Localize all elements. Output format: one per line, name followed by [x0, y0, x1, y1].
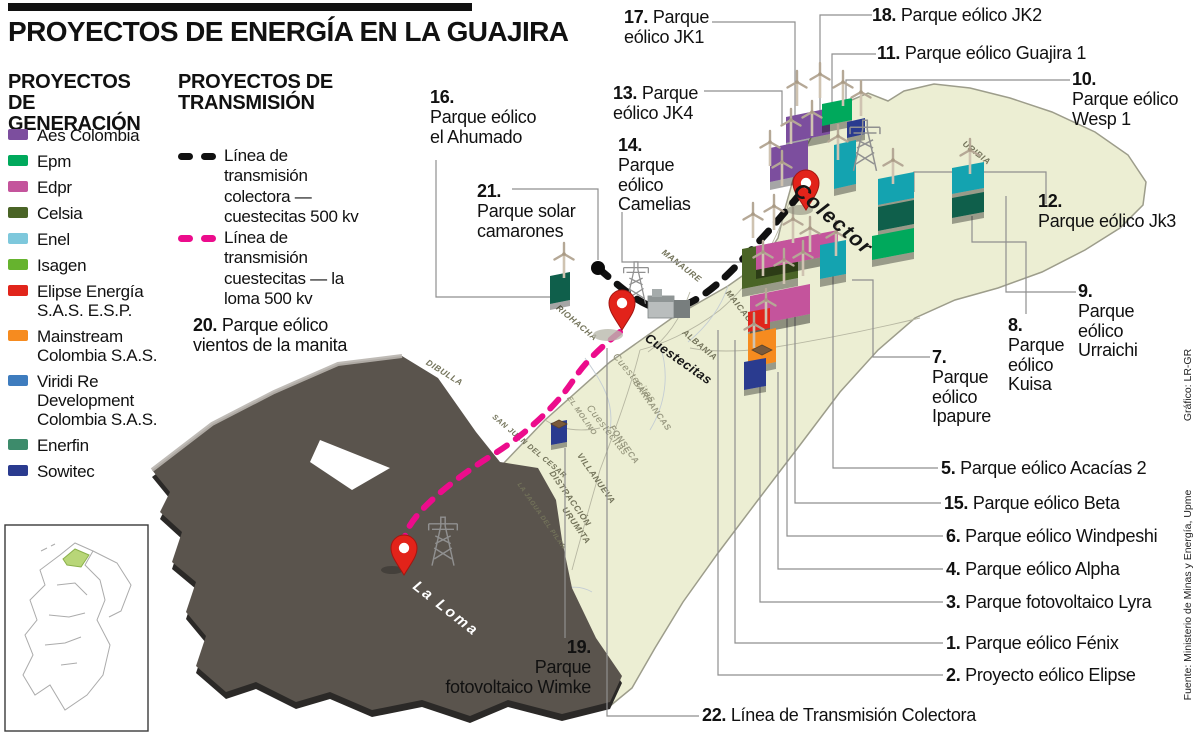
legend-item: Isagen: [8, 256, 186, 275]
project-label-21: 21. Parque solar camarones: [477, 181, 576, 241]
color-swatch: [8, 439, 28, 451]
guajira-highlight: [62, 548, 90, 568]
legend-item: Aes Colombia: [8, 126, 186, 145]
project-label-20: 20. Parque eólico vientos de la manita: [193, 315, 348, 355]
color-swatch: [8, 233, 28, 245]
color-swatch: [8, 285, 28, 297]
camarones-endpoint-dot: [591, 261, 605, 275]
project-label-4: 4. Parque eólico Alpha: [946, 559, 1120, 579]
legend-item: Enerfin: [8, 436, 186, 455]
svg-text:RIOHACHA: RIOHACHA: [554, 303, 599, 343]
project-label-2: 2. Proyecto eólico Elipse: [946, 665, 1136, 685]
project-label-12: 12. Parque eólico Jk3: [1038, 191, 1176, 231]
project-label-18: 18. Parque eólico JK2: [872, 5, 1042, 25]
project-label-19: 19. Parque fotovoltaico Wimke: [445, 637, 591, 697]
color-swatch: [8, 465, 28, 477]
legend-item: Enel: [8, 230, 186, 249]
project-label-11: 11. Parque eólico Guajira 1: [877, 43, 1087, 63]
legend-item: Mainstream Colombia S.A.S.: [8, 327, 186, 365]
color-swatch: [8, 375, 28, 387]
black-dashed-line-swatch: [178, 153, 224, 160]
map-pin: [608, 289, 636, 331]
collector-line: [594, 184, 809, 313]
pin-shadow: [593, 329, 623, 341]
pink-dashed-line-swatch: [178, 235, 224, 242]
color-swatch: [8, 129, 28, 140]
legend-item: Elipse Energía S.A.S. E.S.P.: [8, 282, 186, 320]
legend-item: Sowitec: [8, 462, 186, 481]
substation-icon: [647, 289, 690, 319]
color-swatch: [8, 181, 28, 193]
project-label-6: 6. Parque eólico Windpeshi: [946, 526, 1158, 546]
project-label-15: 15. Parque eólico Beta: [944, 493, 1120, 513]
project-label-14: 14. Parque eólico Camelias: [618, 135, 691, 215]
cesar-region: [150, 354, 622, 723]
color-swatch: [8, 155, 28, 167]
rivers: [551, 285, 729, 597]
color-swatch: [8, 330, 28, 342]
color-swatch: [8, 259, 28, 271]
legend-item: Edpr: [8, 178, 186, 197]
project-label-22: 22. Línea de Transmisión Colectora: [702, 705, 976, 725]
map-gap: [310, 440, 390, 490]
project-label-8: 8. Parque eólico Kuisa: [1008, 315, 1065, 395]
legend-item: Celsia: [8, 204, 186, 223]
project-label-5: 5. Parque eólico Acacías 2: [941, 458, 1147, 478]
pin-shadow: [381, 566, 403, 574]
page-title: PROYECTOS DE ENERGÍA EN LA GUAJIRA: [8, 16, 569, 47]
project-label-16: 16. Parque eólico el Ahumado: [430, 87, 537, 147]
title-bar: [8, 3, 472, 11]
project-label-1: 1. Parque eólico Fénix: [946, 633, 1119, 653]
legend-line-colectora: Línea de transmisión colectora — cuestec…: [178, 146, 374, 228]
project-label-13: 13. Parque eólico JK4: [613, 83, 699, 123]
cuestecitas-laloma-line: [400, 329, 623, 561]
solar-panel-icons: [550, 344, 773, 429]
credit-fuente: Fuente: Ministerio de Minas y Energía, U…: [1182, 489, 1194, 701]
project-label-17: 17. Parque eólico JK1: [624, 7, 710, 47]
legend-generation-heading: PROYECTOS DE GENERACIÓN: [8, 71, 141, 135]
legend-line-cuestecitas-laloma: Línea de transmisión cuestecitas — la lo…: [178, 228, 374, 310]
project-label-7: 7. Parque eólico Ipapure: [932, 347, 991, 427]
credit-grafico: Gráfico: LR-GR: [1182, 348, 1194, 422]
color-swatch: [8, 207, 28, 219]
legend-transmission-heading: PROYECTOS DE TRANSMISIÓN: [178, 71, 333, 114]
legend-item: Epm: [8, 152, 186, 171]
project-label-9: 9. Parque eólico Urraichi: [1078, 281, 1138, 361]
project-label-10: 10. Parque eólico Wesp 1: [1072, 69, 1179, 129]
project-label-3: 3. Parque fotovoltaico Lyra: [946, 592, 1152, 612]
colombia-inset-map: [4, 524, 149, 732]
legend-item: Viridi Re Development Colombia S.A.S.: [8, 372, 186, 429]
svg-text:MANAURE: MANAURE: [660, 247, 704, 284]
legend-generation-list: Aes Colombia Epm Edpr Celsia Enel Isagen…: [8, 126, 186, 488]
